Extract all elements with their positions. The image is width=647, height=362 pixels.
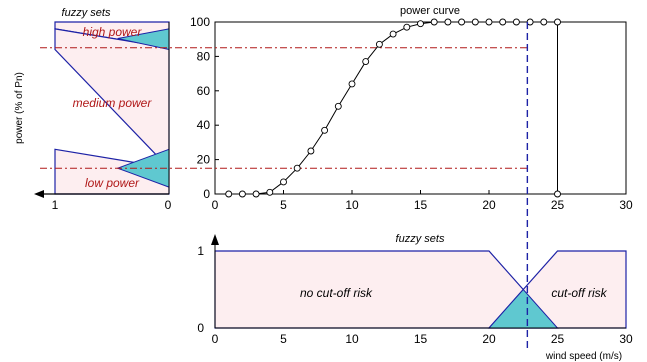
x-tick-label: 5 <box>280 198 287 212</box>
set-label-medium-power: medium power <box>73 96 153 110</box>
left-fuzzy-sets <box>54 21 170 195</box>
set-label-cutoff-risk: cut-off risk <box>551 286 607 300</box>
y-tick-label: 20 <box>197 153 211 167</box>
data-point <box>266 188 274 196</box>
data-point <box>417 20 424 28</box>
wind-x-tick-label: 25 <box>551 332 565 346</box>
power-curve-ticks: 0 5 10 15 20 25 30 0 20 40 60 80 100 <box>190 15 633 212</box>
data-point <box>348 80 356 88</box>
y-axis-label: power (% of Pn) <box>14 72 25 144</box>
wind-x-tick-label: 15 <box>414 332 428 346</box>
left-panel-title: fuzzy sets <box>62 7 111 19</box>
wind-y-tick-label: 0 <box>197 321 204 335</box>
x-tick-label: 20 <box>482 198 496 212</box>
x-tick-label: 15 <box>414 198 428 212</box>
wind-x-tick-label: 30 <box>619 332 633 346</box>
wind-x-tick-label: 5 <box>280 332 287 346</box>
data-point <box>321 126 329 134</box>
arrow-up-icon <box>211 234 219 245</box>
data-point <box>238 190 246 198</box>
y-tick-label: 100 <box>190 15 210 29</box>
data-point <box>225 190 233 198</box>
wind-x-tick-label: 10 <box>345 332 359 346</box>
set-label-no-cutoff-risk: no cut-off risk <box>300 286 373 300</box>
power-curve-title: power curve <box>400 5 460 17</box>
data-point <box>540 18 548 26</box>
data-point <box>362 58 370 66</box>
data-point <box>430 18 438 26</box>
left-fuzzy-panel: fuzzy sets power (% of Pn) 1 0 high powe… <box>14 7 172 212</box>
x-axis-label: wind speed (m/s) <box>545 351 622 362</box>
y-tick-label: 60 <box>197 84 211 98</box>
data-point <box>280 178 287 186</box>
wind-x-tick-label: 0 <box>212 332 219 346</box>
y-tick-label: 80 <box>197 49 211 63</box>
data-point <box>512 18 520 26</box>
data-point <box>403 23 411 31</box>
data-point <box>499 18 507 26</box>
bottom-panel-title: fuzzy sets <box>396 233 445 245</box>
left-tick-0: 0 <box>165 198 172 212</box>
x-tick-label: 30 <box>619 198 633 212</box>
left-tick-1: 1 <box>52 198 59 212</box>
wind-y-tick-label: 1 <box>197 244 204 258</box>
wind-fuzzy-panel: fuzzy sets 0 5 10 15 20 25 30 0 1 no cut-off ris… <box>197 233 633 362</box>
wind-ticks: 0 5 10 15 20 25 30 0 1 <box>197 244 633 346</box>
data-point <box>293 164 301 172</box>
data-point <box>307 147 315 155</box>
data-point <box>554 190 561 198</box>
data-point <box>458 18 466 26</box>
set-label-low-power: low power <box>85 176 140 190</box>
x-tick-label: 10 <box>345 198 359 212</box>
data-point <box>485 18 493 26</box>
data-point <box>334 102 342 110</box>
data-point <box>554 18 561 26</box>
x-tick-label: 25 <box>551 198 565 212</box>
set-label-high-power: high power <box>83 25 143 39</box>
data-point <box>389 30 397 38</box>
wind-fuzzy-sets <box>214 250 627 329</box>
arrow-left-icon <box>34 190 44 198</box>
threshold-lines <box>40 47 528 169</box>
y-tick-label: 0 <box>203 187 210 201</box>
wind-x-tick-label: 20 <box>482 332 496 346</box>
data-point <box>375 40 383 48</box>
data-point <box>444 18 452 26</box>
data-point <box>471 18 479 26</box>
data-point <box>252 190 260 198</box>
power-curve-series <box>225 18 561 198</box>
x-tick-label: 0 <box>212 198 219 212</box>
y-tick-label: 40 <box>197 118 211 132</box>
